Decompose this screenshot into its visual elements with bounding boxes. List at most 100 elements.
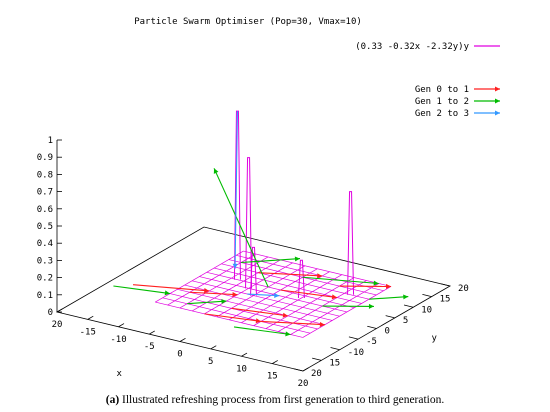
x-axis-tick-label: 15 xyxy=(267,372,278,382)
x-axis-tick-label: -10 xyxy=(110,335,126,345)
y-axis-tick xyxy=(348,336,359,340)
legend: (0.33 -0.32x -2.32y)y Gen 0 to 1 Gen 1 t… xyxy=(355,42,500,119)
surface-peak xyxy=(347,191,355,295)
y-axis-tick-label: 15 xyxy=(329,358,340,368)
surface-mesh-line xyxy=(191,280,340,317)
legend-label-gen23: Gen 2 to 3 xyxy=(415,109,469,119)
x-axis-tick-label: 5 xyxy=(208,357,213,367)
y-axis-tick xyxy=(293,368,304,372)
y-axis-label: y xyxy=(432,334,438,344)
z-axis-tick-label: 0.4 xyxy=(37,239,53,249)
particle-vector-arrowhead xyxy=(232,291,238,297)
legend-arrowhead-gen12 xyxy=(495,98,500,104)
x-axis-label: x xyxy=(117,369,123,379)
x-axis-tick-label: 20 xyxy=(298,379,309,389)
particle-vector xyxy=(187,300,227,305)
particle-vector xyxy=(302,276,379,285)
y-axis-tick-label: 20 xyxy=(458,284,469,294)
particle-vector-arrowhead xyxy=(319,321,325,327)
particle-vector xyxy=(233,326,291,336)
particle-vector-arrowhead xyxy=(294,256,300,262)
particle-vector-arrowhead xyxy=(373,280,379,286)
z-axis-tick-label: 0.1 xyxy=(37,291,53,301)
z-axis-tick-label: 0.9 xyxy=(37,153,53,163)
x-axis-tick xyxy=(56,308,63,313)
y-axis-tick-label: -10 xyxy=(348,348,364,358)
particle-vector-arrowhead xyxy=(232,263,238,269)
z-axis-tick-label: 0.5 xyxy=(37,222,53,232)
particle-vector-arrowhead xyxy=(282,312,288,318)
y-axis-tick xyxy=(403,304,414,308)
figure-caption: (a) Illustrated refreshing process from … xyxy=(106,394,445,406)
z-axis-tick-label: 0 xyxy=(48,308,53,318)
z-axis-tick-label: 0.7 xyxy=(37,188,53,198)
particle-vector-arrowhead xyxy=(164,290,170,296)
y-axis-tick-label: 5 xyxy=(403,316,408,326)
y-axis-tick xyxy=(385,315,395,319)
surface-mesh-line xyxy=(177,288,325,326)
caption-tag: (a) xyxy=(106,394,120,406)
x-axis-tick xyxy=(210,345,217,350)
particle-vector-arrowhead xyxy=(204,288,210,294)
y-axis-tick-label: 20 xyxy=(311,369,322,379)
y-axis-tick-label: 15 xyxy=(440,295,451,305)
legend-arrowhead-gen23 xyxy=(495,110,500,116)
particle-vector xyxy=(260,320,325,326)
base-plane-border xyxy=(55,226,452,372)
z-axis-tick-label: 0.2 xyxy=(37,274,53,284)
y-axis-tick xyxy=(367,325,377,329)
particle-vector-arrowhead xyxy=(255,318,261,324)
particle-vector xyxy=(113,285,171,295)
particle-vector-arrowhead xyxy=(285,331,291,337)
z-axis-tick-label: 0.3 xyxy=(37,256,53,266)
y-axis-tick xyxy=(330,347,340,351)
particle-vector-arrowhead xyxy=(317,273,323,279)
y-axis-tick xyxy=(422,294,432,298)
x-axis-tick xyxy=(87,315,94,320)
x-axis-tick xyxy=(118,323,125,328)
legend-label-gen12: Gen 1 to 2 xyxy=(415,97,469,107)
surface-peak xyxy=(297,259,305,299)
surface-mesh-line xyxy=(155,301,303,338)
x-axis-tick-label: 0 xyxy=(177,350,182,360)
particle-vector xyxy=(204,313,262,322)
x-axis-tick xyxy=(149,330,155,335)
particle-vector-arrowhead xyxy=(213,168,219,174)
surface-peak xyxy=(245,157,253,289)
z-axis-tick-label: 0.8 xyxy=(37,170,53,180)
y-axis-tick-label: 10 xyxy=(421,305,432,315)
particle-vector xyxy=(189,291,238,296)
x-axis-tick xyxy=(241,352,248,357)
plot-area: 00.10.20.30.40.50.60.70.80.9120-15-10-50… xyxy=(37,110,469,389)
x-axis-tick-label: 20 xyxy=(52,320,63,330)
particle-vector-arrowhead xyxy=(368,303,374,309)
x-axis-tick-label: -15 xyxy=(80,327,96,337)
y-axis-tick-label: -5 xyxy=(366,337,377,347)
particle-vector-arrowhead xyxy=(274,292,280,298)
chart-title: Particle Swarm Optimiser (Pop=30, Vmax=1… xyxy=(134,17,362,27)
particle-vector xyxy=(247,293,280,297)
particle-vector xyxy=(241,258,301,264)
surface-mesh-line xyxy=(243,250,392,287)
particle-vector xyxy=(213,168,269,288)
z-axis-tick-label: 0.6 xyxy=(37,205,53,215)
particle-vector xyxy=(280,289,338,299)
particle-vector-arrowhead xyxy=(221,298,227,304)
z-axis-tick-label: 1 xyxy=(48,136,53,146)
surface-peak xyxy=(250,246,257,296)
particle-vector xyxy=(231,307,289,317)
caption-text: Illustrated refreshing process from firs… xyxy=(119,394,444,406)
particle-vector xyxy=(368,296,409,300)
particle-vector-arrowhead xyxy=(331,294,338,300)
x-axis-tick xyxy=(302,367,309,372)
y-axis-tick xyxy=(440,283,451,287)
particle-vector-arrowhead xyxy=(403,294,409,300)
legend-label-gen01: Gen 0 to 1 xyxy=(415,85,469,95)
x-axis-tick xyxy=(179,337,186,342)
particle-vector xyxy=(133,284,210,292)
y-axis-tick xyxy=(312,357,322,361)
x-axis-tick-label: -5 xyxy=(144,342,155,352)
legend-arrowhead-gen01 xyxy=(495,86,500,92)
x-axis-tick xyxy=(272,360,278,364)
